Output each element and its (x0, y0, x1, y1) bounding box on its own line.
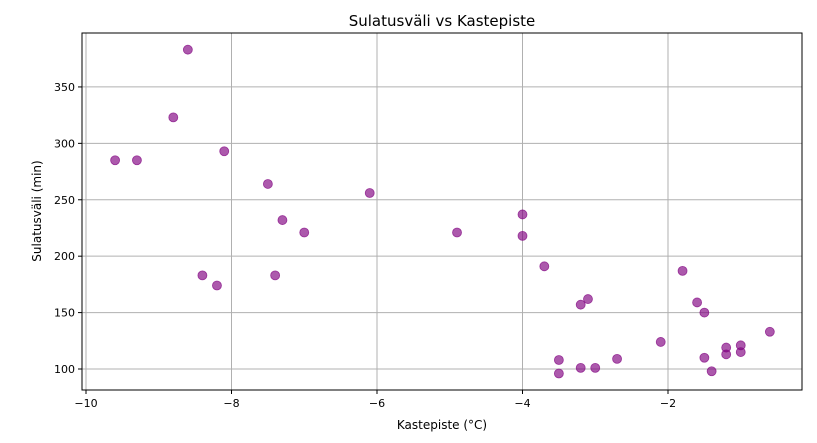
data-point (699, 307, 710, 318)
y-tick-label: 250 (54, 194, 75, 207)
x-tick-label: −4 (514, 397, 530, 410)
data-point (299, 227, 310, 238)
x-tick-label: −6 (369, 397, 385, 410)
data-point (699, 352, 710, 363)
data-point (677, 265, 688, 276)
x-tick-label: −10 (74, 397, 97, 410)
data-point (212, 280, 222, 291)
y-axis-label: Sulatusväli (min) (30, 160, 44, 261)
data-point (452, 227, 462, 238)
data-point (655, 337, 666, 347)
y-tick-label: 150 (54, 307, 75, 320)
data-point (575, 362, 586, 373)
data-point (132, 155, 142, 166)
data-point (553, 355, 564, 365)
data-point (612, 353, 622, 364)
data-point (219, 146, 230, 157)
chart-title: Sulatusväli vs Kastepiste (349, 12, 536, 30)
data-point (575, 299, 586, 310)
data-point (110, 155, 121, 166)
y-tick-label: 350 (54, 81, 75, 94)
data-point (168, 112, 179, 123)
data-point (270, 270, 281, 281)
points (110, 44, 775, 379)
y-tick-label: 200 (54, 250, 75, 263)
data-point (517, 209, 528, 220)
data-point (262, 179, 273, 189)
data-point (735, 347, 746, 357)
data-point (277, 215, 288, 225)
y-tick-label: 300 (54, 137, 75, 150)
grid (82, 33, 802, 390)
data-point (590, 362, 601, 373)
data-point (764, 326, 775, 337)
data-point (197, 270, 208, 281)
ticks: −10 −8 −6 −4 −2 100 150 200 250 300 350 (54, 81, 676, 410)
x-tick-label: −2 (660, 397, 676, 410)
x-tick-label: −8 (223, 397, 239, 410)
data-point (539, 261, 550, 272)
x-axis-label: Kastepiste (°C) (397, 418, 487, 432)
data-point (553, 368, 564, 379)
data-point (692, 297, 702, 308)
data-point (182, 44, 193, 55)
data-point (517, 230, 528, 241)
data-point (364, 188, 375, 198)
plot-frame (81, 32, 803, 391)
data-point (583, 294, 593, 304)
data-point (706, 366, 717, 377)
data-point (721, 349, 732, 360)
y-tick-label: 100 (54, 363, 75, 376)
